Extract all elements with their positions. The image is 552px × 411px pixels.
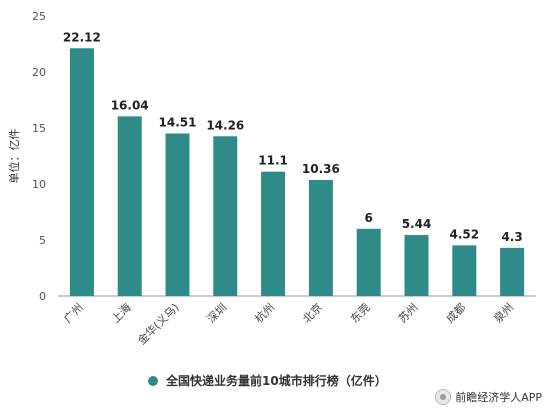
legend-marker [148,375,158,386]
bar [165,133,190,296]
brand-logo-icon [435,389,452,405]
y-tick-label: 10 [32,178,46,191]
data-label: 14.51 [159,115,197,129]
bar [261,171,286,296]
x-tick-label: 深圳 [205,301,230,326]
bar [69,48,94,297]
x-tick-label: 成都 [444,301,469,326]
bar [404,235,429,296]
x-tick-label: 泉州 [491,300,516,325]
data-labels: 22.12 16.04 14.51 14.26 11.1 10.36 6 5.44 4.52 4.… [63,30,523,244]
data-label: 5.44 [402,217,432,231]
data-label: 4.52 [449,227,479,241]
x-tick-label: 广州 [61,301,86,326]
bar [500,247,525,296]
bar [213,136,238,296]
y-axis-title: 单位：亿件 [7,129,21,184]
source-brand: 前瞻经济学人APP [435,389,542,405]
x-axis-labels: 广州 上海 金华(义乌) 深圳 杭州 北京 东莞 苏州 成都 泉州 [61,300,516,347]
bar [308,179,333,296]
y-tick-label: 15 [32,122,46,135]
x-tick-label: 北京 [300,300,325,325]
data-label: 11.1 [258,154,288,168]
x-tick-label: 杭州 [252,300,277,325]
data-label: 22.12 [63,30,101,44]
source-text: 前瞻经济学人APP [455,391,542,404]
y-tick-label: 5 [39,234,46,247]
data-label: 6 [365,211,373,225]
x-tick-label: 金华(义乌) [135,300,182,347]
x-tick-label: 上海 [108,300,133,325]
y-tick-label: 0 [39,290,46,303]
bar [356,228,381,296]
bar [452,245,477,296]
y-tick-label: 20 [32,66,46,79]
data-label: 10.36 [302,162,340,176]
bars [69,48,525,297]
y-tick-label: 25 [32,10,46,23]
legend: 全国快递业务量前10城市排行榜（亿件） [148,372,387,389]
x-tick-label: 东莞 [348,301,373,326]
y-axis-ticks: 0 5 10 15 20 25 [32,10,46,303]
data-label: 14.26 [206,118,244,132]
bar [117,116,142,297]
x-tick-label: 苏州 [396,301,421,326]
legend-label: 全国快递业务量前10城市排行榜（亿件） [166,374,387,388]
data-label: 4.3 [501,230,522,244]
data-label: 16.04 [111,98,149,112]
